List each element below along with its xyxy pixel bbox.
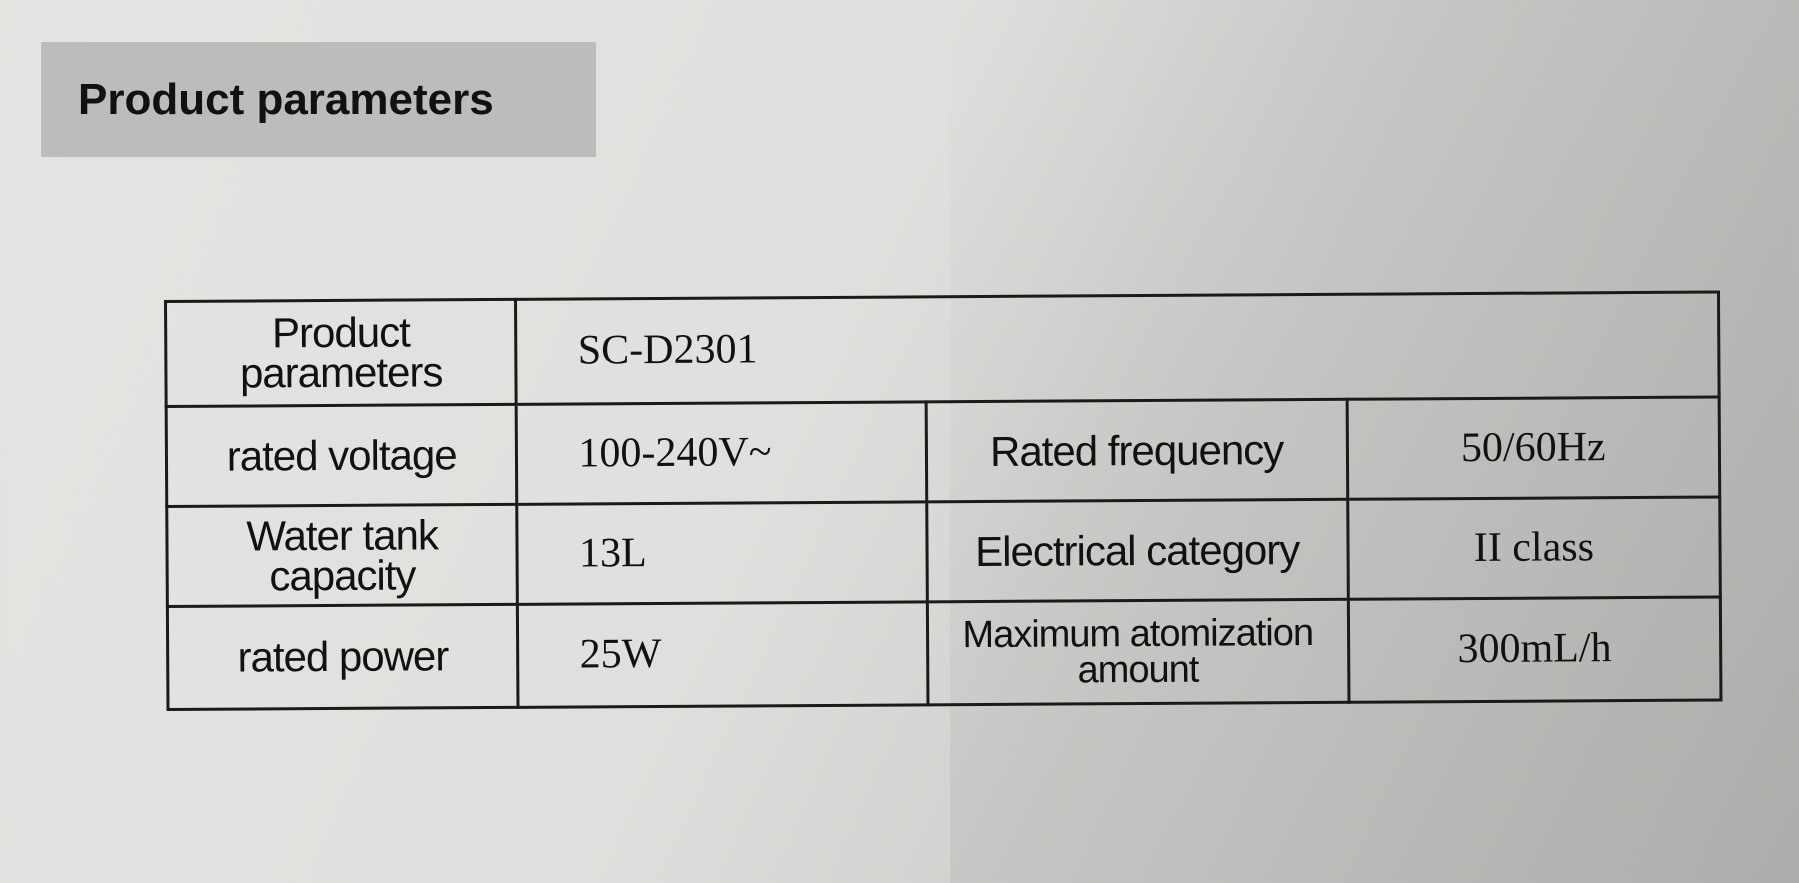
param-label: rated power — [167, 604, 519, 710]
param-value: 300mL/h — [1348, 596, 1721, 703]
section-heading: Product parameters — [41, 42, 596, 157]
param-label: rated voltage — [166, 404, 518, 507]
table-row: Product parameters SC-D2301 — [165, 292, 1720, 407]
param-value: 13L — [517, 501, 927, 605]
table-row: rated power 25W Maximum atomization amou… — [167, 596, 1721, 710]
param-label: Maximum atomization amount — [926, 599, 1349, 705]
table-row: rated voltage 100-240V~ Rated frequency … — [166, 397, 1720, 507]
param-label: Rated frequency — [925, 399, 1348, 502]
table-row: Water tank capacity 13L Electrical categ… — [166, 497, 1721, 607]
param-label: Water tank capacity — [166, 504, 518, 607]
heading-text: Product parameters — [78, 74, 494, 124]
param-value: 100-240V~ — [516, 401, 927, 505]
param-value: II class — [1347, 497, 1721, 600]
model-value: SC-D2301 — [515, 292, 1720, 405]
model-label: Product parameters — [165, 299, 517, 407]
parameters-table: Product parameters SC-D2301 rated voltag… — [164, 290, 1722, 710]
param-value: 50/60Hz — [1346, 397, 1720, 500]
param-label: Electrical category — [926, 499, 1349, 602]
param-value: 25W — [517, 601, 928, 708]
